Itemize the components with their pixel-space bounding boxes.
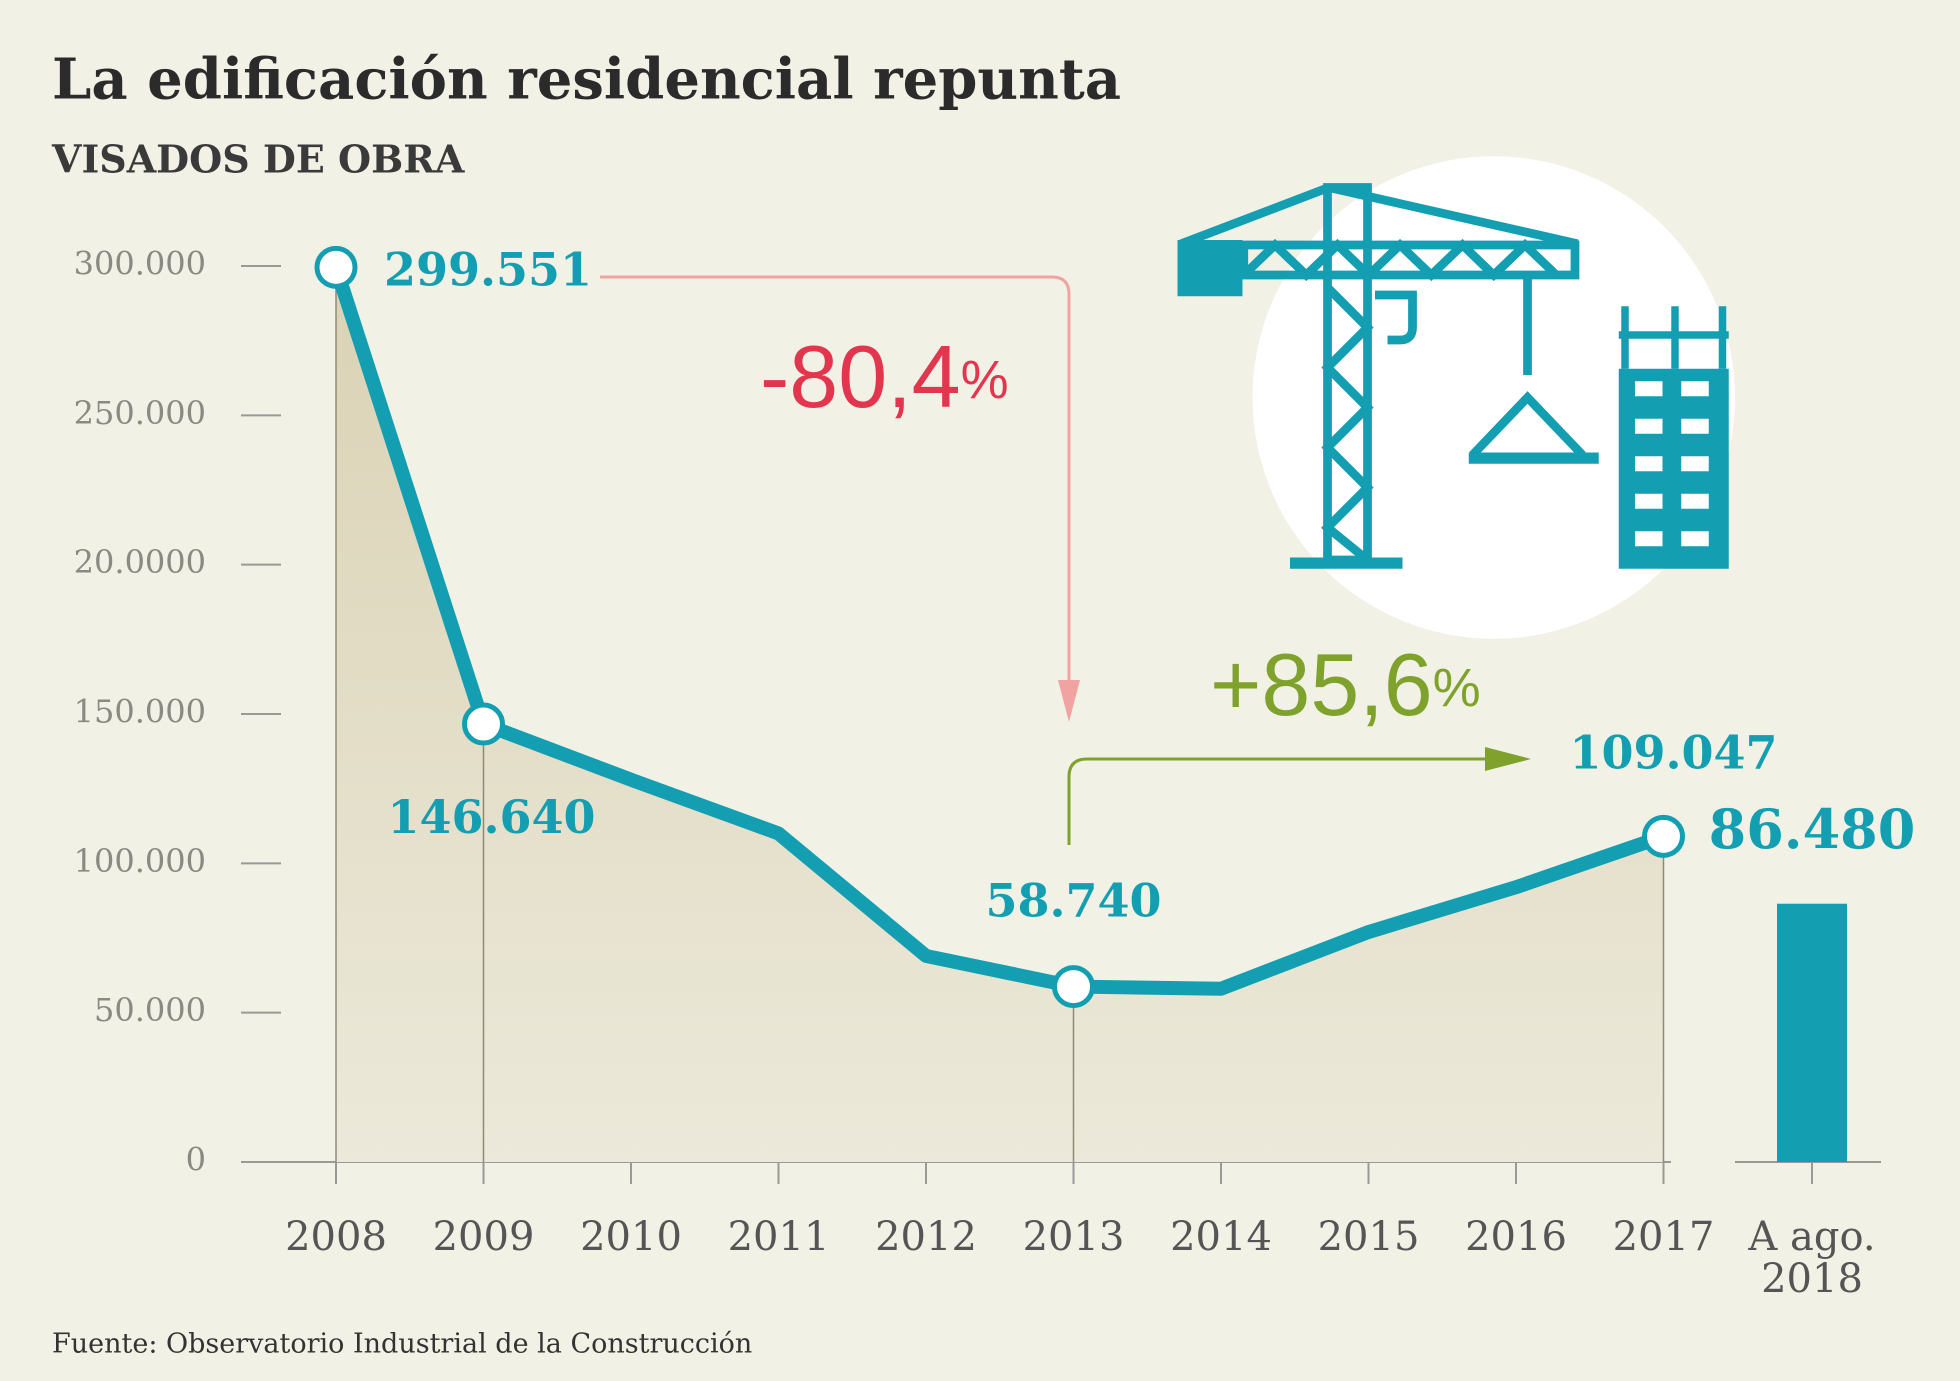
x-tick-label: 2009 [433, 1214, 535, 1260]
arrowhead [1485, 747, 1531, 771]
value-label: 58.740 [985, 874, 1161, 928]
y-tick-label: 50.000 [94, 991, 206, 1029]
value-label: 109.047 [1569, 725, 1777, 779]
annotation-unit: % [961, 350, 1009, 410]
y-tick-label: 0 [186, 1141, 206, 1179]
annotation-value: +85,6 [1210, 635, 1433, 734]
annotation: +85,6% [1210, 635, 1481, 734]
area [336, 267, 1664, 1162]
chart-title: La edificación residencial repunta [52, 47, 1121, 113]
x-tick-label: 2013 [1023, 1214, 1125, 1260]
value-label: 299.551 [384, 242, 592, 296]
x-tick-label: 2015 [1318, 1214, 1420, 1260]
value-label: 146.640 [387, 790, 595, 844]
source: Fuente: Observatorio Industrial de la Co… [52, 1329, 752, 1360]
arrow-increase [1067, 757, 1495, 845]
x-tick-label: 2016 [1465, 1214, 1567, 1260]
chart-subtitle: VISADOS DE OBRA [51, 137, 465, 182]
point-marker [1052, 965, 1095, 1009]
x-tick-label: A ago. 2018 [1747, 1214, 1875, 1302]
annotation-value: -80,4 [760, 327, 961, 426]
x-tick-label: 2012 [875, 1214, 977, 1260]
annotation-unit: % [1433, 658, 1481, 718]
line [329, 265, 1666, 996]
point-marker [1642, 814, 1685, 858]
x-tick-label: 2008 [285, 1214, 387, 1260]
x-tick-label-line: 2018 [1761, 1256, 1863, 1302]
arrowhead [1058, 680, 1080, 722]
value-label: 86.480 [1709, 797, 1916, 861]
x-tick-label: 2010 [580, 1214, 682, 1260]
y-tick-label: 150.000 [74, 693, 206, 731]
annotation: -80,4% [760, 327, 1009, 426]
x-tick-label: 2011 [728, 1214, 830, 1260]
point-marker [314, 245, 358, 289]
y-tick-label: 100.000 [74, 842, 206, 880]
arrow-decrease [600, 275, 1071, 690]
x-tick-label: 2014 [1170, 1214, 1272, 1260]
y-tick-label: 300.000 [74, 245, 206, 283]
x-tick-label-line: A ago. [1747, 1214, 1875, 1260]
y-tick-label: 250.000 [74, 394, 206, 432]
x-tick-label: 2017 [1613, 1214, 1715, 1260]
bar [1777, 903, 1847, 1162]
crane-icon [1177, 156, 1735, 639]
point-marker [462, 702, 505, 746]
y-tick-label: 20.0000 [74, 543, 206, 581]
